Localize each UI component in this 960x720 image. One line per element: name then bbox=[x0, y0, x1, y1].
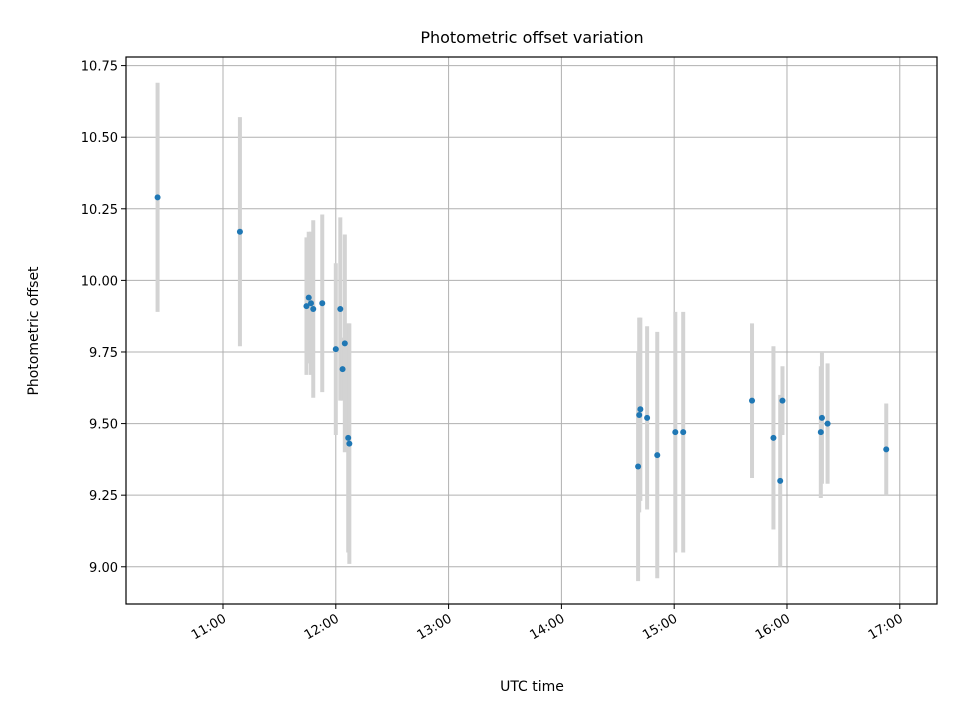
plot-frame bbox=[125, 56, 938, 605]
data-point bbox=[154, 194, 161, 201]
y-tick-label: 9.00 bbox=[89, 561, 118, 576]
y-tick-label: 9.50 bbox=[89, 418, 118, 433]
data-point bbox=[345, 434, 352, 441]
data-point bbox=[777, 477, 784, 484]
data-point bbox=[637, 406, 644, 413]
data-point bbox=[779, 397, 786, 404]
data-point bbox=[305, 294, 312, 301]
data-point bbox=[818, 414, 825, 421]
data-point bbox=[749, 397, 756, 404]
data-point bbox=[339, 366, 346, 373]
data-point bbox=[770, 434, 777, 441]
y-tick-label: 10.75 bbox=[81, 60, 118, 75]
y-axis-label: Photometric offset bbox=[26, 266, 42, 396]
data-point bbox=[310, 306, 317, 313]
data-point bbox=[817, 429, 824, 436]
data-point bbox=[644, 414, 651, 421]
data-point bbox=[654, 452, 661, 459]
x-axis-label: UTC time bbox=[500, 679, 564, 695]
data-points bbox=[154, 194, 890, 484]
data-point bbox=[680, 429, 687, 436]
y-tick-label: 9.25 bbox=[89, 489, 118, 504]
data-point bbox=[341, 340, 348, 347]
data-point bbox=[303, 303, 310, 310]
data-point bbox=[635, 463, 642, 470]
data-point bbox=[672, 429, 679, 436]
data-point bbox=[636, 411, 643, 418]
data-point bbox=[332, 346, 339, 353]
y-tick-label: 10.50 bbox=[81, 131, 118, 146]
chart-title: Photometric offset variation bbox=[420, 28, 643, 47]
data-point bbox=[346, 440, 353, 447]
y-tick-label: 9.75 bbox=[89, 346, 118, 361]
y-axis-ticks: 9.00 9.25 9.50 9.75 10.00 10.25 10.50 10.75 bbox=[81, 60, 126, 576]
data-point bbox=[307, 300, 314, 307]
data-point bbox=[824, 420, 831, 427]
data-point bbox=[236, 228, 243, 235]
data-point bbox=[883, 446, 890, 453]
y-tick-label: 10.25 bbox=[81, 203, 118, 218]
data-point bbox=[319, 300, 326, 307]
y-tick-label: 10.00 bbox=[81, 274, 118, 289]
data-point bbox=[337, 306, 344, 313]
